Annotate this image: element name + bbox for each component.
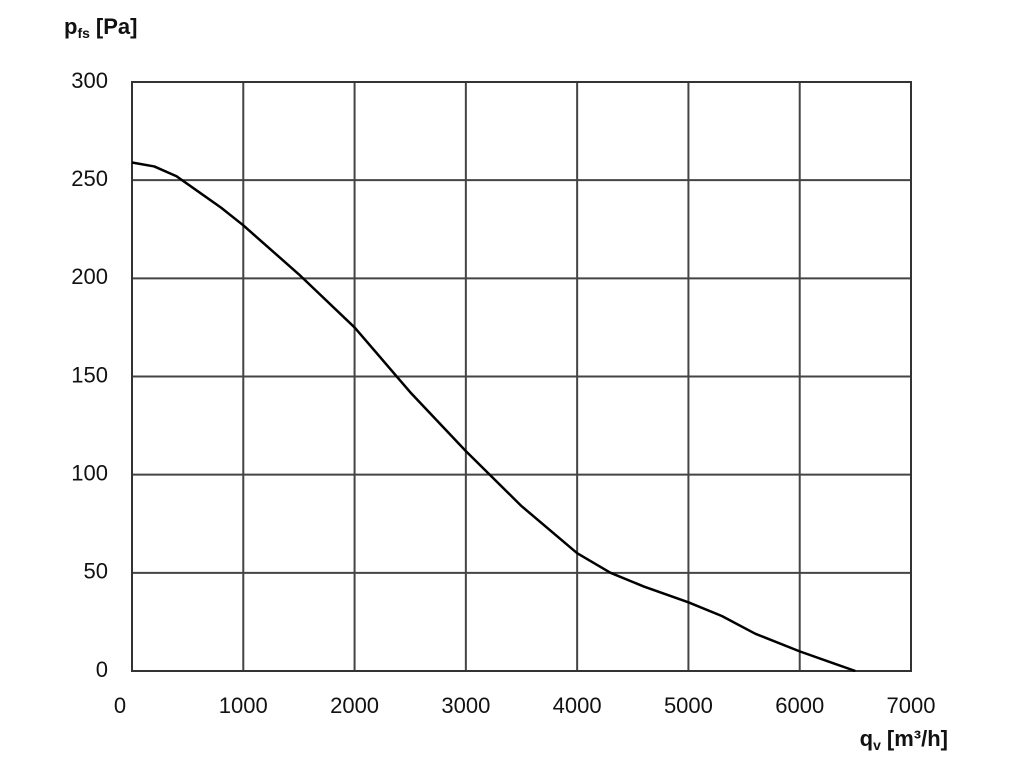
x-axis-label: qv [m³/h] (860, 726, 948, 753)
plot-frame (131, 81, 912, 672)
y-axis-subscript: fs (77, 25, 90, 41)
y-tick-label: 0 (96, 657, 108, 682)
x-tick-label: 1000 (219, 693, 268, 718)
y-tick-label: 200 (71, 264, 108, 289)
x-tick-label: 6000 (775, 693, 824, 718)
curve (131, 161, 856, 673)
x-axis-subscript: v (873, 737, 881, 753)
y-axis-unit: [Pa] (96, 14, 138, 39)
y-axis-symbol: p (64, 14, 77, 39)
y-tick-label: 50 (84, 559, 108, 584)
x-tick-label: 2000 (330, 693, 379, 718)
y-tick-label: 300 (71, 68, 108, 93)
x-tick-label: 5000 (664, 693, 713, 718)
y-tick-label: 250 (71, 166, 108, 191)
x-axis-symbol: q (860, 726, 873, 751)
y-tick-label: 100 (71, 460, 108, 485)
x-tick-label: 4000 (553, 693, 602, 718)
y-tick-label: 150 (71, 362, 108, 387)
x-axis-unit: [m³/h] (887, 726, 948, 751)
x-tick-label: 0 (114, 693, 126, 718)
x-tick-label: 7000 (887, 693, 936, 718)
x-tick-label: 3000 (441, 693, 490, 718)
y-axis-label: pfs [Pa] (64, 14, 137, 41)
